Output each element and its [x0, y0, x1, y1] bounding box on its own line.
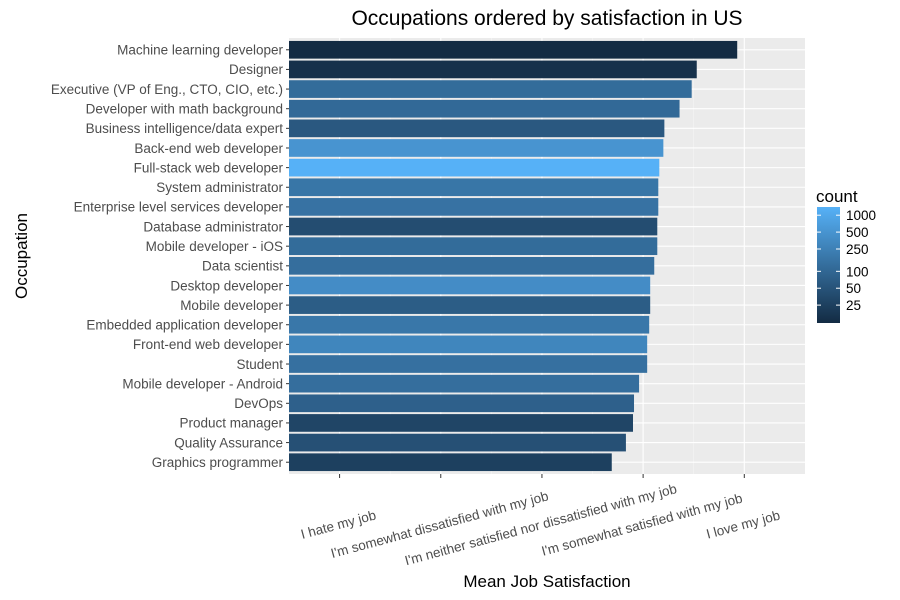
legend-colorbar — [817, 207, 840, 323]
bar-designer — [289, 60, 697, 79]
bar-devops — [289, 394, 635, 413]
bar-mobile-developer-android — [289, 374, 640, 393]
bar-developer-with-math-background — [289, 99, 680, 118]
bar-graphics-programmer — [289, 453, 612, 472]
legend-label: 500 — [846, 225, 869, 240]
y-tick-label: Product manager — [179, 416, 283, 431]
y-tick-label: Executive (VP of Eng., CTO, CIO, etc.) — [51, 82, 283, 97]
y-tick-label: Desktop developer — [170, 278, 283, 293]
y-axis-title: Occupation — [12, 213, 31, 299]
y-tick-label: Database administrator — [143, 219, 283, 234]
y-tick-label: Mobile developer - iOS — [146, 239, 283, 254]
y-tick-label: Business intelligence/data expert — [86, 121, 284, 136]
y-tick-label: Designer — [229, 62, 284, 77]
bar-database-administrator — [289, 217, 658, 236]
bar-desktop-developer — [289, 276, 651, 295]
bars — [289, 40, 738, 472]
y-tick-label: Mobile developer - Android — [122, 376, 283, 391]
bar-executive-vp-of-eng-cto-cio-etc — [289, 80, 692, 98]
chart-title: Occupations ordered by satisfaction in U… — [351, 7, 742, 30]
legend-title: count — [816, 187, 858, 206]
bar-mobile-developer — [289, 296, 651, 314]
x-axis-title: Mean Job Satisfaction — [463, 572, 630, 591]
bar-embedded-application-developer — [289, 315, 650, 334]
y-tick-label: System administrator — [156, 180, 283, 195]
y-tick-label: Graphics programmer — [152, 455, 284, 470]
y-axis: Machine learning developer Designer Execut… — [51, 43, 289, 470]
y-tick-label: Back-end web developer — [134, 141, 283, 156]
bar-enterprise-level-services-developer — [289, 198, 659, 216]
y-tick-label: DevOps — [234, 396, 283, 411]
bar-front-end-web-developer — [289, 335, 648, 354]
y-tick-label: Quality Assurance — [174, 435, 283, 450]
y-tick-label: Enterprise level services developer — [74, 200, 284, 215]
y-tick-label: Full-stack web developer — [134, 160, 284, 175]
y-tick-label: Embedded application developer — [86, 318, 283, 333]
y-tick-label: Developer with math background — [86, 102, 283, 117]
legend-label: 1000 — [846, 208, 876, 223]
bar-back-end-web-developer — [289, 139, 664, 157]
bar-full-stack-web-developer — [289, 158, 660, 177]
legend-label: 25 — [846, 298, 861, 313]
y-tick-label: Front-end web developer — [133, 337, 284, 352]
x-tick-label: I love my job — [705, 508, 782, 542]
bar-quality-assurance — [289, 433, 626, 452]
bar-system-administrator — [289, 178, 659, 197]
bar-mobile-developer-ios — [289, 237, 658, 256]
bar-machine-learning-developer — [289, 40, 738, 59]
bar-business-intelligence-data-expert — [289, 119, 665, 138]
legend-label: 250 — [846, 242, 869, 257]
y-tick-label: Mobile developer — [180, 298, 283, 313]
legend-label: 50 — [846, 281, 861, 296]
bar-product-manager — [289, 414, 633, 432]
bar-data-scientist — [289, 256, 655, 275]
legend-label: 100 — [846, 264, 869, 279]
legend: count 1000 500 250 100 50 25 — [816, 187, 876, 323]
y-tick-label: Student — [236, 357, 283, 372]
y-tick-label: Data scientist — [202, 259, 283, 274]
bar-student — [289, 355, 648, 373]
y-tick-label: Machine learning developer — [117, 43, 283, 58]
